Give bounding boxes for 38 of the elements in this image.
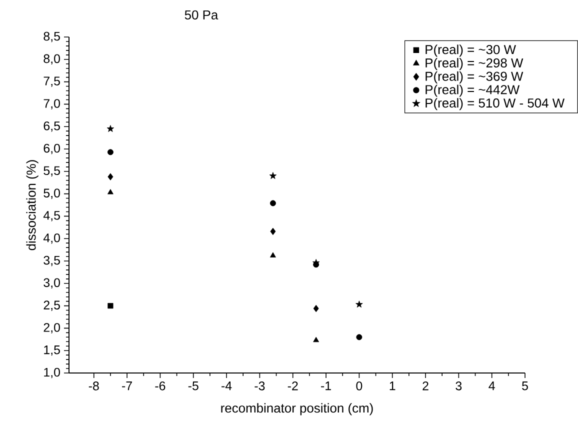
y-tick-label: 2,5 bbox=[44, 300, 60, 311]
legend-label: P(real) = ~369 W bbox=[426, 71, 524, 84]
x-tick-label: -2 bbox=[288, 382, 298, 390]
y-tick-label: 8,0 bbox=[44, 54, 60, 65]
chart-title: 50 Pa bbox=[184, 10, 218, 20]
y-tick-label: 2,0 bbox=[44, 323, 60, 334]
x-tick-label: 0 bbox=[356, 382, 362, 390]
y-tick-label: 6,0 bbox=[44, 144, 60, 154]
x-tick-label: 5 bbox=[522, 382, 528, 390]
y-tick-label: 3,0 bbox=[44, 278, 60, 289]
y-tick-label: 1,0 bbox=[44, 368, 60, 378]
legend-label: P(real) = ~30 W bbox=[426, 44, 516, 57]
x-tick-label: 1 bbox=[390, 382, 396, 390]
y-tick-label: 8,5 bbox=[44, 32, 60, 42]
x-tick-label: -3 bbox=[254, 382, 265, 390]
x-tick-label: -6 bbox=[155, 382, 166, 390]
x-tick-label: -1 bbox=[321, 382, 331, 390]
x-tick-label: -7 bbox=[122, 382, 132, 390]
y-tick-label: 5,0 bbox=[44, 188, 60, 199]
x-tick-label: 4 bbox=[488, 382, 495, 390]
x-tick-label: 2 bbox=[422, 382, 428, 390]
y-tick-label: 6,5 bbox=[44, 121, 60, 132]
x-tick-label: 3 bbox=[456, 382, 462, 390]
x-tick-label: -4 bbox=[222, 382, 232, 390]
y-tick-label: 4,0 bbox=[43, 233, 60, 244]
x-tick-label: -8 bbox=[88, 382, 99, 390]
legend-label: P(real) = ~298 W bbox=[426, 58, 524, 70]
y-tick-label: 5,5 bbox=[44, 166, 60, 176]
y-tick-label: 3,5 bbox=[44, 256, 60, 266]
y-axis-title: dissociation (%) bbox=[26, 160, 38, 250]
y-tick-label: 7,5 bbox=[44, 76, 60, 87]
x-tick-label: -5 bbox=[188, 382, 198, 390]
y-tick-label: 4,5 bbox=[43, 211, 60, 222]
legend-label: P(real) = 510 W - 504 W bbox=[426, 98, 565, 110]
x-axis-title: recombinator position (cm) bbox=[221, 403, 373, 416]
y-tick-label: 7,0 bbox=[44, 99, 60, 110]
y-tick-label: 1,5 bbox=[44, 346, 60, 356]
legend-label: P(real) = ~442W bbox=[426, 84, 520, 97]
